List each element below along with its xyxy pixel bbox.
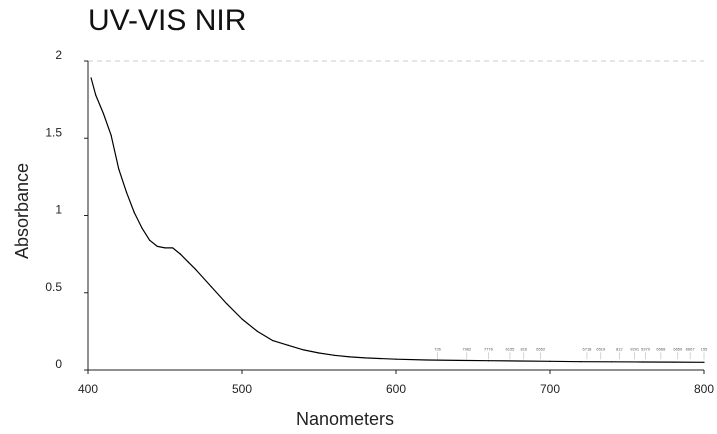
y-tick-label: 1 <box>55 203 62 217</box>
data-point <box>641 361 644 363</box>
peak-labels: 726 7962 7776 6155 816 6552 6718 6519 812 9291 537… <box>434 346 708 360</box>
peak-label: 726 <box>434 346 441 351</box>
data-point <box>395 358 397 360</box>
data-point <box>241 318 243 320</box>
data-point <box>580 361 582 363</box>
data-point <box>287 344 289 346</box>
data-point <box>518 360 520 362</box>
y-tick-label: 0.5 <box>45 280 62 294</box>
data-point <box>179 253 181 255</box>
data-point <box>110 134 112 136</box>
data-point <box>172 247 174 249</box>
peak-label: 6650 <box>673 346 683 351</box>
peak-label: 6667 <box>686 346 696 351</box>
data-point <box>95 94 97 96</box>
data-point <box>703 361 705 363</box>
x-tick-label: 500 <box>232 382 252 396</box>
data-point <box>256 330 258 332</box>
x-tick-label: 400 <box>78 382 98 396</box>
ticks: 400 500 600 700 800 0 0.5 1 1.5 2 <box>45 48 714 396</box>
y-axis-label: Absorbance <box>12 163 32 259</box>
data-point <box>226 302 228 305</box>
peak-label: 816 <box>520 346 527 351</box>
data-point <box>187 261 189 263</box>
series <box>90 77 705 363</box>
peak-label: 5370 <box>641 346 651 351</box>
peak-label: 7776 <box>484 346 494 351</box>
data-point <box>125 191 128 193</box>
data-point <box>349 356 351 358</box>
peak-label: 6552 <box>536 346 546 351</box>
chart-title: UV-VIS NIR <box>88 4 247 37</box>
peak-label: 6718 <box>583 346 593 351</box>
x-axis-label: Nanometers <box>296 409 394 429</box>
y-tick-label: 1.5 <box>45 125 62 139</box>
peak-label: 7962 <box>462 346 472 351</box>
data-point <box>102 112 104 115</box>
y-tick-label: 2 <box>55 48 62 62</box>
data-point <box>149 239 151 241</box>
peak-label: 812 <box>616 346 623 351</box>
peak-label: 155 <box>701 346 708 351</box>
data-point <box>333 354 335 356</box>
peak-label: 9291 <box>630 346 640 351</box>
data-point <box>318 352 320 354</box>
data-point <box>133 211 135 214</box>
peak-label: 6155 <box>506 346 516 351</box>
data-point <box>611 361 613 363</box>
x-tick-label: 700 <box>540 382 560 396</box>
data-point <box>195 268 197 271</box>
peak-label: 6519 <box>596 346 606 351</box>
data-point <box>210 285 212 288</box>
data-point <box>457 359 459 362</box>
data-point <box>487 360 489 362</box>
data-point <box>549 360 551 362</box>
y-tick-label: 0 <box>55 357 62 371</box>
data-point <box>364 357 366 359</box>
data-point <box>156 245 158 247</box>
x-tick-label: 800 <box>694 382 714 396</box>
absorbance-series-line <box>90 77 705 363</box>
data-point <box>141 227 143 229</box>
data-point <box>90 77 92 79</box>
data-point <box>672 361 674 363</box>
data-point <box>164 247 166 249</box>
data-point <box>303 349 305 351</box>
data-point <box>272 340 274 342</box>
data-point <box>426 359 428 361</box>
peak-label: 6568 <box>656 346 666 351</box>
axes <box>87 61 704 371</box>
data-point <box>118 168 120 170</box>
x-tick-label: 600 <box>386 382 406 396</box>
